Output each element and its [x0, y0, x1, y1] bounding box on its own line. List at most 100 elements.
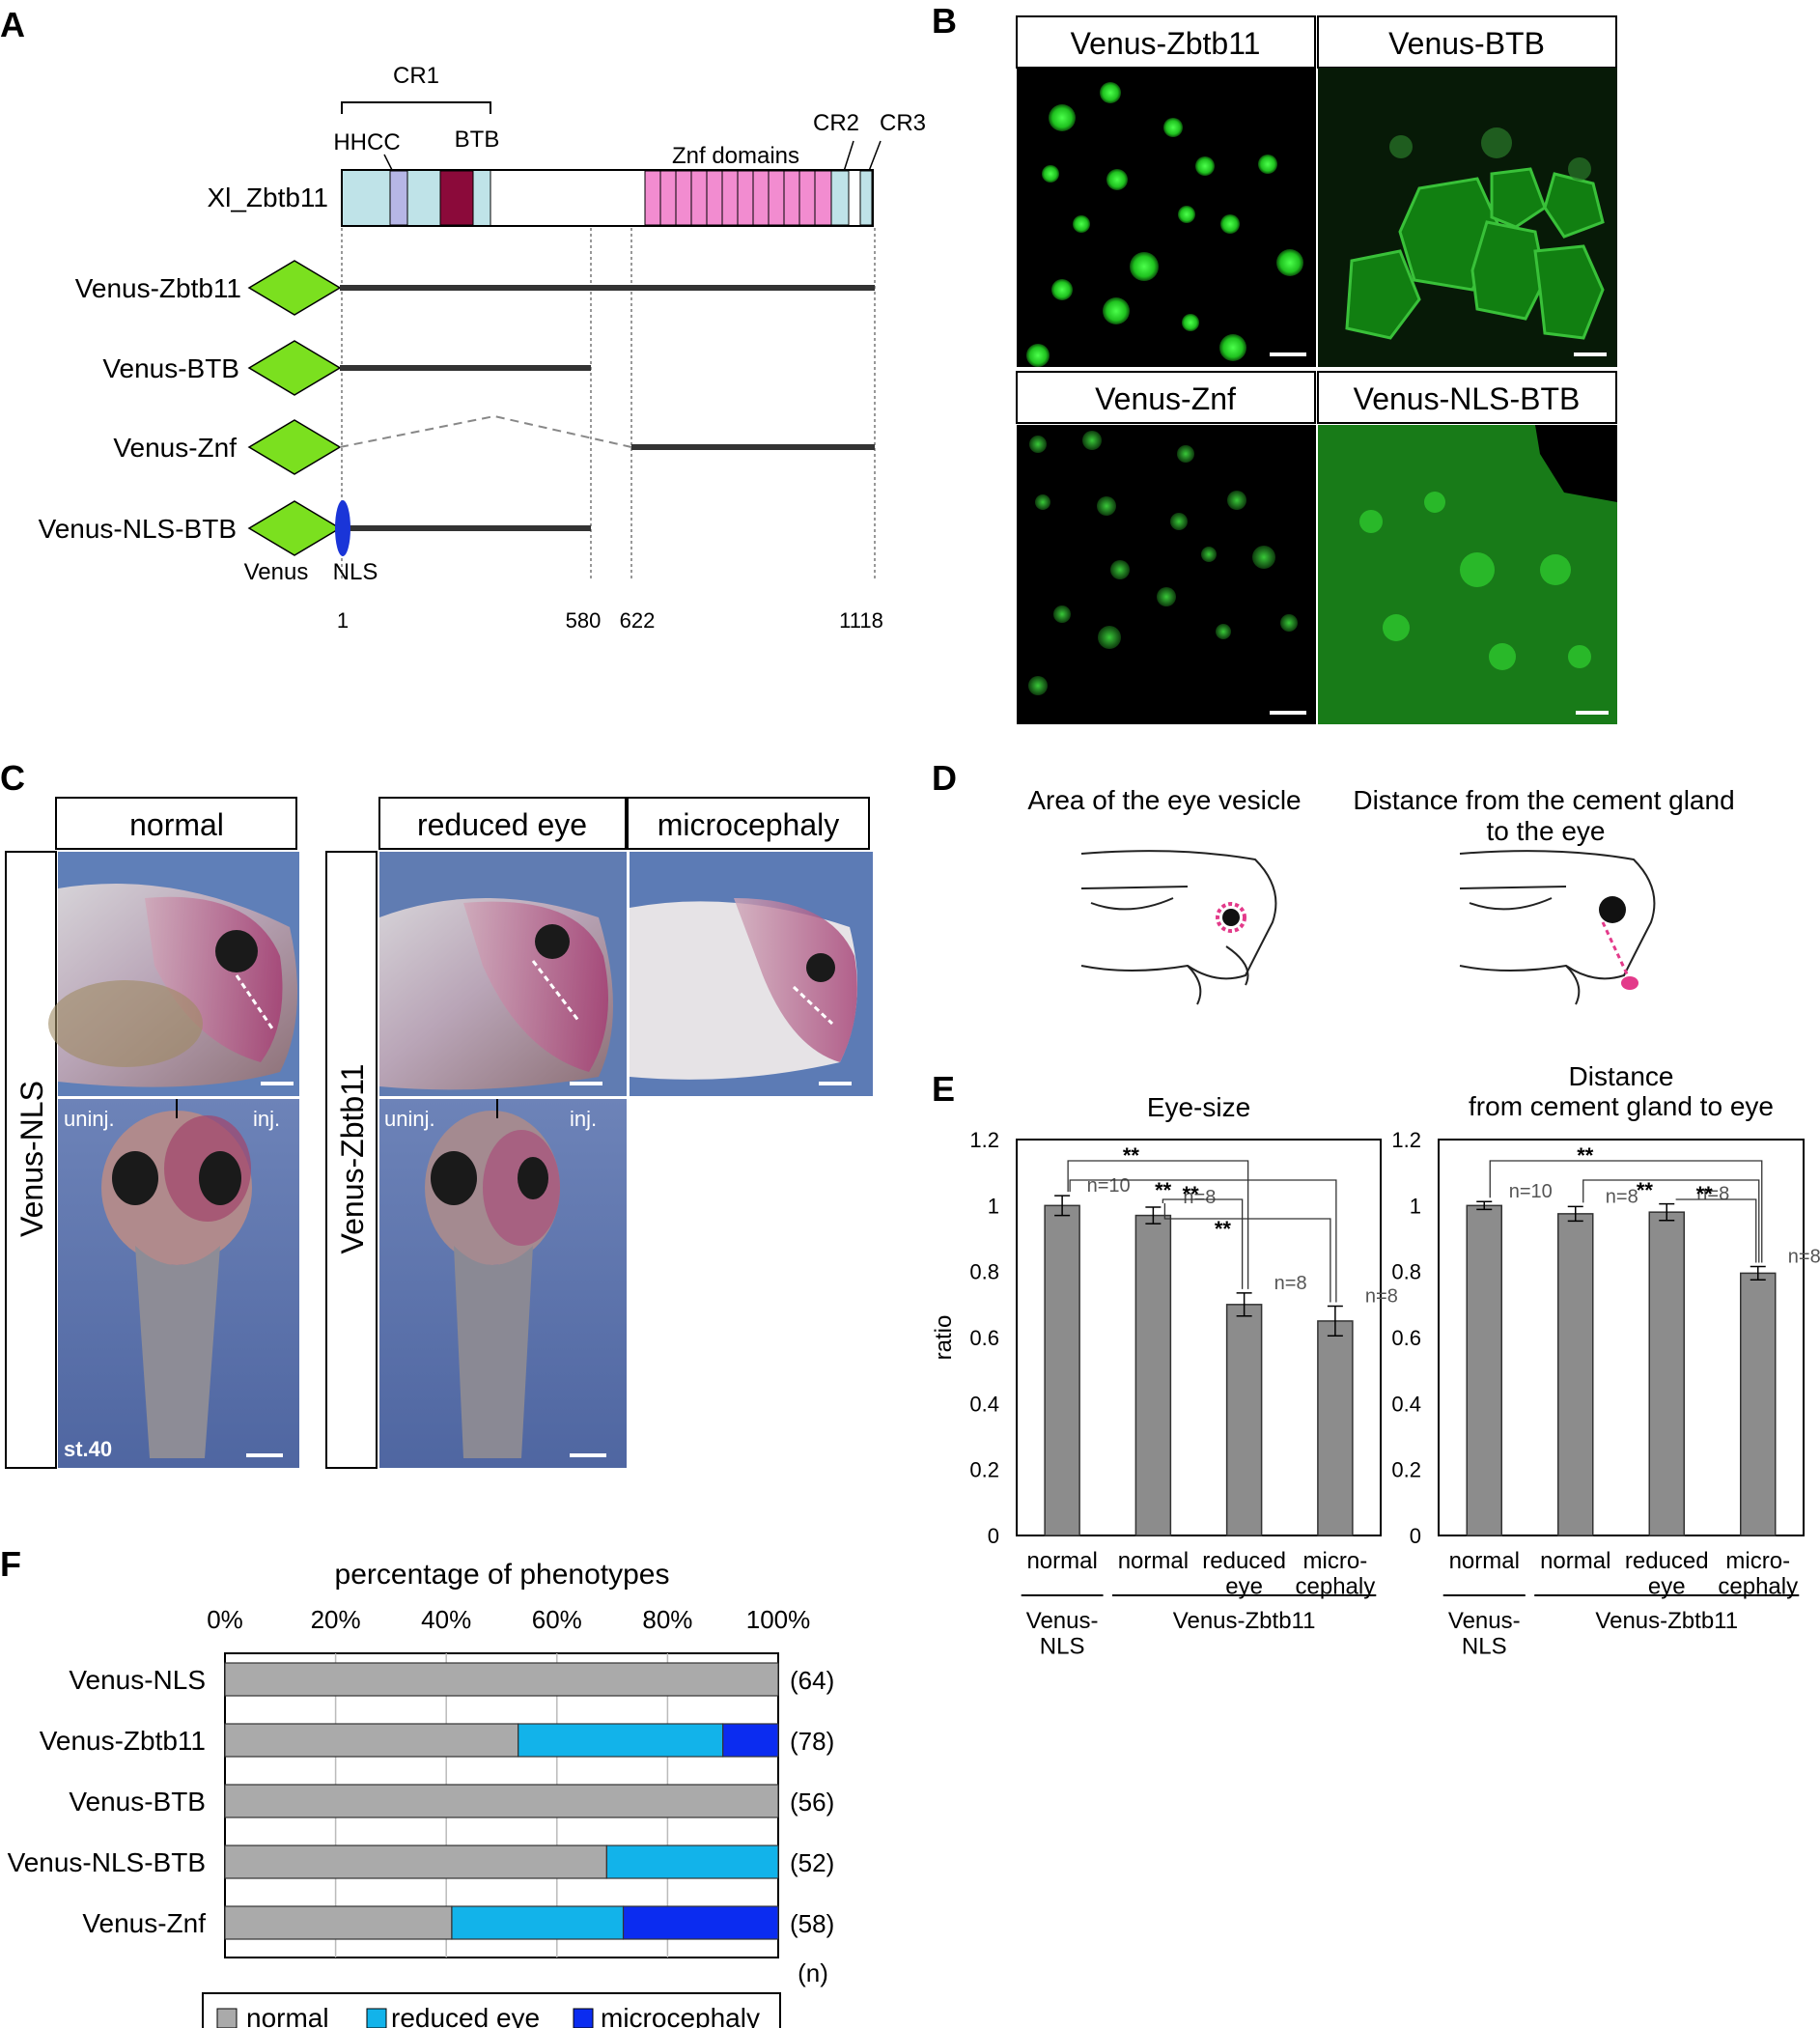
x-tick-label: 0% — [207, 1605, 243, 1634]
panel-d-letter: D — [932, 758, 957, 798]
significance-label: ** — [1123, 1143, 1140, 1168]
construct-label: Venus-NLS-BTB — [39, 514, 237, 544]
significance-label: ** — [1637, 1178, 1654, 1202]
cr1-brace — [341, 101, 491, 114]
n-label-line: n=8 — [1183, 1187, 1216, 1208]
x-tick-label: 20% — [311, 1605, 361, 1634]
n-label: n=8 — [1788, 1247, 1820, 1268]
significance-label-line: ** — [1155, 1178, 1172, 1202]
n-label: (n) — [798, 1958, 828, 1987]
category-label: Venus-Znf — [82, 1908, 206, 1938]
stacked-bar-segment — [722, 1723, 779, 1758]
row-label-venus-zbtb11: Venus-Zbtb11 — [335, 1064, 370, 1254]
n-label-line: n=8 — [1274, 1273, 1307, 1294]
stage-label: st.40 — [64, 1437, 112, 1461]
y-tick-label-line: 0 — [1410, 1524, 1421, 1548]
group-label-line: Venus-Zbtb11 — [1595, 1608, 1738, 1634]
significance-bracket — [1069, 1179, 1337, 1303]
y-tick-label-line: 1.2 — [969, 1128, 999, 1152]
y-tick-label-line: 0.4 — [969, 1392, 999, 1416]
panel-c: C normal reduced eye microcephaly Venus-… — [0, 758, 873, 1469]
category-label: micro-cephaly — [1718, 1548, 1798, 1599]
panel-e-letter: E — [932, 1069, 955, 1109]
n-count-label-line: (64) — [790, 1666, 834, 1695]
y-tick-label: 0.8 — [1391, 1260, 1421, 1284]
significance-label-line: ** — [1637, 1178, 1654, 1202]
category-label-line: micro- — [1303, 1548, 1368, 1574]
significance-bracket — [1162, 1198, 1244, 1289]
venus-diamond-icon — [247, 419, 342, 475]
tadpole-schematic-distance — [1459, 850, 1656, 1005]
category-label: Venus-BTB — [69, 1787, 206, 1817]
significance-label-line: ** — [1215, 1217, 1232, 1241]
photo-microcephaly-lateral — [630, 852, 873, 1096]
y-tick-label-line: 1.2 — [1391, 1128, 1421, 1152]
position-label: 622 — [620, 608, 656, 633]
btb-label: BTB — [455, 127, 500, 153]
uninj-label: uninj. — [384, 1107, 435, 1131]
d-right-title-2: to the eye — [1487, 816, 1606, 846]
n-count-label-line: (58) — [790, 1909, 834, 1938]
n-label-line: n=10 — [1509, 1181, 1553, 1202]
venus-label: Venus — [244, 559, 309, 585]
category-label: reduced eye — [1625, 1548, 1709, 1599]
bar — [1225, 1304, 1263, 1536]
bar — [1134, 1214, 1172, 1536]
y-tick-label: 0.2 — [1391, 1458, 1421, 1482]
stacked-bar-segment — [224, 1845, 607, 1879]
chart-phenotype-percentage: percentage of phenotypes 0% 20% 40% 60% 80% 10… — [8, 1559, 834, 1958]
n-count-label-line: (52) — [790, 1848, 834, 1877]
y-tick-label: 0.4 — [969, 1392, 999, 1416]
plot-frame — [1438, 1139, 1805, 1536]
panel-f-letter: F — [0, 1544, 21, 1584]
significance-label: ** — [1155, 1178, 1172, 1202]
phenotype-reduced-label: reduced eye — [417, 807, 587, 842]
significance-bracket — [1582, 1179, 1760, 1263]
group-label: Venus-NLS — [1448, 1608, 1521, 1659]
micrograph-venus-nls-btb — [1318, 425, 1617, 724]
hhcc-label: HHCC — [333, 129, 400, 155]
y-tick-label-line: 0.4 — [1391, 1392, 1421, 1416]
n-count-label-line: (78) — [790, 1727, 834, 1756]
n-label-line: n=8 — [1365, 1286, 1398, 1308]
bar — [1317, 1320, 1354, 1536]
n-count-label: (52) — [790, 1848, 834, 1877]
n-label: n=10 — [1509, 1181, 1553, 1202]
position-label: 580 — [566, 608, 602, 633]
x-tick-label-line: 0% — [207, 1605, 243, 1634]
significance-label: ** — [1577, 1143, 1594, 1168]
group-label: Venus-Zbtb11 — [1595, 1608, 1738, 1634]
position-label: 1 — [337, 608, 349, 633]
significance-bracket — [1163, 1203, 1331, 1303]
phenotype-micro-label: microcephaly — [658, 807, 840, 842]
construct-venus-zbtb11: Venus-Zbtb11 — [75, 260, 875, 316]
protein-label: Xl_Zbtb11 — [207, 183, 328, 212]
group-label: Venus-Zbtb11 — [1173, 1608, 1316, 1634]
panel-e: E Eye-size 0 0.2 0.4 0.6 0.8 1 1.2 ratio n=10 norm… — [931, 1061, 1820, 1659]
x-tick-label-line: 100% — [746, 1605, 811, 1634]
significance-label-line: ** — [1577, 1143, 1594, 1168]
inj-label: inj. — [253, 1107, 280, 1131]
category-label: Venus-NLS-BTB — [8, 1847, 206, 1877]
significance-label: ** — [1215, 1217, 1232, 1241]
legend-swatch-normal — [216, 2008, 238, 2028]
y-tick-label: 0.6 — [969, 1326, 999, 1350]
n-label: n=10 — [1087, 1175, 1131, 1197]
y-tick-label: 0.6 — [1391, 1326, 1421, 1350]
y-tick-label: 1 — [988, 1194, 999, 1218]
significance-label: ** — [1183, 1182, 1200, 1206]
photo-reduced-eye-lateral — [379, 852, 627, 1096]
category-label-line: normal — [1118, 1548, 1189, 1574]
group-label-line: NLS — [1462, 1633, 1507, 1659]
bar — [1466, 1204, 1502, 1536]
group-label-line: Venus-Zbtb11 — [1173, 1608, 1316, 1634]
x-tick-label: 100% — [746, 1605, 811, 1634]
category-label-line: normal — [1540, 1548, 1610, 1574]
y-axis-label-line: ratio — [931, 1315, 957, 1361]
significance-bracket — [1067, 1160, 1249, 1289]
y-tick-label: 0 — [1410, 1524, 1421, 1548]
chart-title-line: percentage of phenotypes — [335, 1559, 670, 1591]
category-label: Venus-Zbtb11 — [40, 1726, 206, 1756]
chart-title: Distance from cement gland to eye — [1469, 1061, 1774, 1121]
